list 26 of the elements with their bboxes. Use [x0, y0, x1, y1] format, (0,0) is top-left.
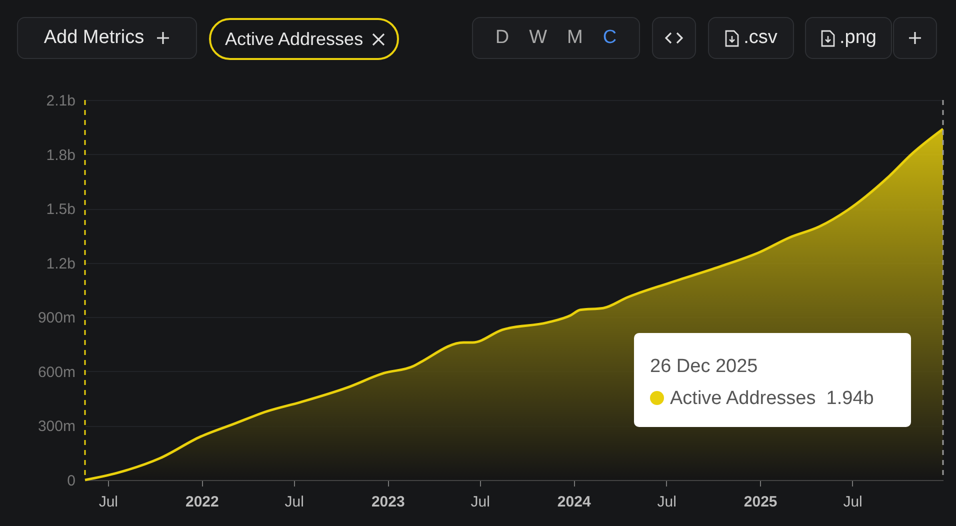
x-tick-label: 2025	[744, 494, 778, 510]
text: M	[567, 27, 583, 49]
x-tick-label: Jul	[284, 494, 304, 510]
y-tick-label: 300m	[38, 418, 76, 436]
text: C	[602, 27, 617, 49]
text: .png	[840, 27, 876, 49]
x-tick-label: 2023	[371, 494, 405, 510]
x-tick-label: 2022	[185, 494, 219, 510]
y-tick-label: 1.5b	[46, 201, 76, 218]
text: W	[529, 27, 548, 49]
text: Add Metrics	[44, 27, 144, 49]
x-tick-label: Jul	[657, 494, 676, 510]
y-tick-label: 900m	[38, 310, 76, 327]
annotation: 26 Dec 2025 Active Addresses 1.94b	[650, 356, 874, 409]
x-tick-label: Jul	[843, 494, 862, 510]
x-tick-label: Jul	[470, 494, 490, 510]
legend-label: Active Addresses	[225, 28, 364, 50]
x-tick-label: Jul	[98, 494, 118, 510]
text: .csv	[744, 27, 778, 49]
x-tick-label: 2024	[557, 494, 592, 510]
y-tick-label: 0	[67, 472, 76, 490]
y-tick-label: 1.2b	[46, 255, 76, 272]
text: D	[495, 27, 510, 49]
y-tick-label: 1.8b	[46, 146, 76, 164]
y-tick-label: 2.1b	[46, 92, 76, 110]
y-tick-label: 600m	[38, 364, 76, 381]
